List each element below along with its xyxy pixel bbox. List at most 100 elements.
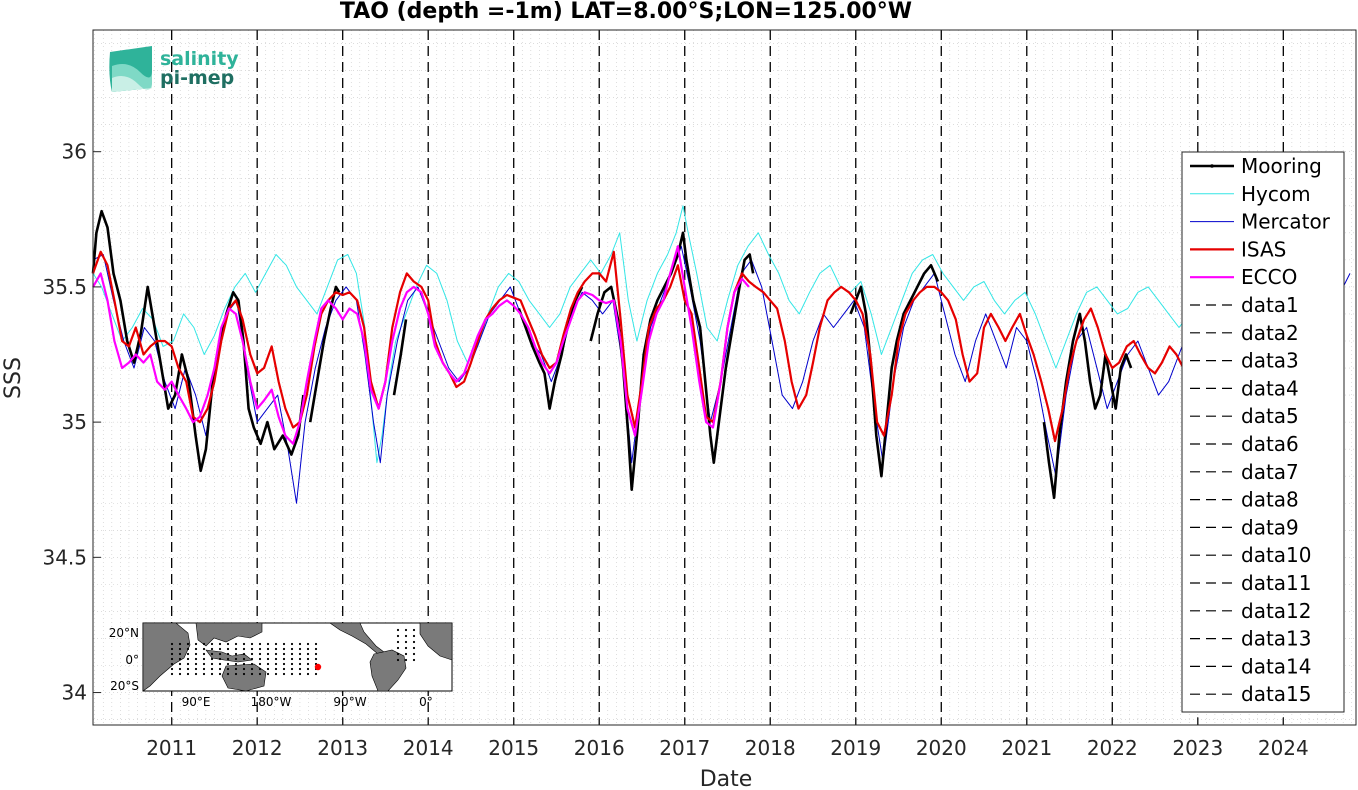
legend-box [1181,151,1345,713]
buoy-dot [250,652,254,656]
africa-land [142,622,191,692]
buoy-dot [306,642,310,646]
legend-label: data13 [1241,627,1312,651]
buoy-dot [234,647,238,651]
series-layer [91,205,1351,504]
buoy-dot [202,652,206,656]
buoy-dot [266,672,270,676]
y-tick-label: 35.5 [42,275,87,299]
buoy-dot [210,647,214,651]
buoy-dot [170,672,174,676]
buoy-dot [202,667,206,671]
buoy-dot [186,667,190,671]
buoy-dot [274,672,278,676]
legend-marker [1210,164,1214,168]
buoy-dot [298,662,302,666]
x-tick-label: 2024 [1258,736,1309,760]
buoy-dot [298,657,302,661]
buoy-dot [258,672,262,676]
buoy-dot [170,667,174,671]
legend-label: ISAS [1241,237,1286,261]
buoy-dot [412,652,416,656]
west-africa-land [419,622,453,661]
y-axis-label: SSS [1,357,26,399]
australia-land [221,663,267,692]
series-ecco [92,245,750,445]
buoy-dot [202,662,206,666]
buoy-dot [314,672,318,676]
buoy-dot [298,642,302,646]
buoy-dot [274,642,278,646]
buoy-dot [202,647,206,651]
buoy-dot [210,662,214,666]
buoy-dot [234,657,238,661]
buoy-dot [194,657,198,661]
buoy-dot [282,657,286,661]
buoy-dot [186,662,190,666]
buoy-dot [396,652,400,656]
y-tick-label: 34 [62,681,87,705]
buoy-dot [234,642,238,646]
buoy-dot [226,672,230,676]
x-tick-label: 2022 [1087,736,1138,760]
buoy-dot [178,647,182,651]
buoy-dot [210,652,214,656]
x-axis-label: Date [700,767,753,790]
buoy-dot [258,652,262,656]
buoy-dot [210,667,214,671]
buoy-dot [314,652,318,656]
map-label-90e: 90°E [182,695,211,709]
buoy-dot [396,634,400,638]
series-mooring [392,319,408,396]
legend-label: data8 [1241,488,1299,512]
buoy-dot [242,667,246,671]
x-tick-label: 2014 [403,736,454,760]
buoy-dot [306,667,310,671]
buoy-dot [242,662,246,666]
legend-label: data4 [1241,376,1299,400]
buoy-dot [298,667,302,671]
buoy-dot [194,647,198,651]
buoy-dot [274,647,278,651]
buoy-dot [282,672,286,676]
inset-map: 20°N 0° 20°S 90°E 180°W 90°W 0° [109,622,453,709]
buoy-dot [186,652,190,656]
buoy-dot [242,657,246,661]
series-mercator [92,245,1351,504]
legend-label: data11 [1241,571,1312,595]
buoy-dot [258,642,262,646]
buoy-dot [274,652,278,656]
buoy-dot [290,662,294,666]
series-mooring [1042,312,1133,500]
buoy-dot [290,667,294,671]
series-mooring [849,264,940,478]
x-tick-label: 2011 [146,736,197,760]
buoy-dot [170,662,174,666]
buoy-dot [412,634,416,638]
buoy-dot [194,672,198,676]
buoy-dot [234,652,238,656]
series-hycom [92,205,1320,464]
buoy-dot [178,672,182,676]
buoy-dot [314,657,318,661]
legend-label: Mercator [1241,210,1331,234]
y-tick-label: 35 [62,410,87,434]
buoy-dot [258,657,262,661]
map-label-180w: 180°W [251,695,292,709]
buoy-dot [412,658,416,662]
buoy-dot [170,652,174,656]
logo-line-1: salinity [160,48,239,70]
plot-frame [92,29,1357,726]
map-label-20s: 20°S [110,679,139,693]
buoy-dot [186,657,190,661]
buoy-dot [226,647,230,651]
buoy-dot [210,672,214,676]
series-mooring [308,285,341,423]
buoy-dot [250,662,254,666]
x-tick-label: 2016 [574,736,625,760]
buoy-dot [178,667,182,671]
legend-label: data9 [1241,515,1299,539]
buoy-dot [194,667,198,671]
buoy-dot [306,647,310,651]
x-tick-label: 2013 [317,736,368,760]
